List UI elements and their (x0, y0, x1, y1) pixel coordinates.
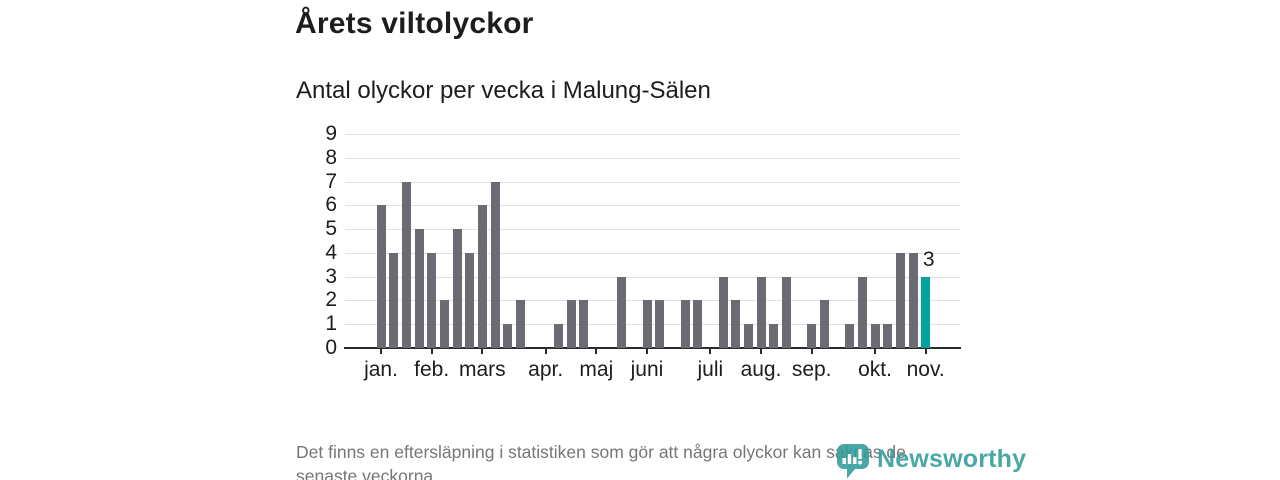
bar-week-4 (414, 229, 424, 348)
bar-week-29 (731, 300, 741, 348)
x-axis-tick-mars (481, 348, 484, 354)
newsworthy-logo-text: Newsworthy (877, 445, 1027, 473)
y-axis-tick-label-3: 3 (325, 264, 337, 288)
gridline-y-1 (345, 324, 960, 326)
x-axis-tick-nov (924, 348, 927, 354)
page-title: Årets viltolyckor (295, 7, 534, 40)
y-axis-tick-label-6: 6 (325, 193, 337, 217)
gridline-y-9 (345, 133, 960, 135)
bar-week-3 (401, 181, 411, 348)
gridline-y-2 (345, 300, 960, 302)
gridline-y-3 (345, 276, 960, 278)
x-axis-label-feb: feb. (414, 358, 450, 381)
footnote-line-2: senaste veckorna. (296, 466, 439, 480)
bar-week-41 (883, 324, 893, 348)
x-axis-tick-feb (430, 348, 433, 354)
bar-week-33 (781, 276, 791, 348)
x-axis-tick-aug (760, 348, 762, 354)
x-axis-line (344, 347, 961, 349)
bar-week-23 (655, 300, 665, 348)
newsworthy-logo[interactable]: Newsworthy (836, 443, 1026, 480)
bar-week-32 (769, 324, 779, 348)
y-axis-tick-label-7: 7 (325, 169, 337, 193)
x-axis-label-nov: nov. (906, 358, 945, 381)
y-axis-tick-label-2: 2 (325, 288, 337, 312)
x-axis-tick-okt (874, 348, 876, 354)
x-axis-label-aug: aug. (740, 358, 782, 381)
bar-week-43 (908, 252, 918, 348)
highlight-value-label: 3 (922, 247, 935, 271)
y-axis-tick-label-8: 8 (325, 145, 337, 169)
bar-week-42 (895, 252, 905, 348)
bar-week-39 (857, 276, 867, 348)
bar-week-12 (515, 300, 525, 348)
y-axis-tick-label-9: 9 (325, 121, 337, 145)
bar-week-28 (718, 276, 728, 348)
x-axis-label-jan: jan. (364, 358, 398, 381)
bar-week-2 (389, 252, 399, 348)
newsworthy-pin-barchart-icon (836, 443, 870, 480)
y-axis-tick-label-1: 1 (325, 312, 337, 336)
x-axis-tick-jan (380, 348, 382, 354)
x-axis-label-apr: apr. (528, 358, 564, 381)
x-axis-label-maj: maj (579, 358, 614, 381)
gridline-y-4 (345, 252, 960, 254)
x-axis-tick-maj (595, 348, 598, 354)
bar-week-20 (617, 276, 627, 348)
x-axis-tick-sep (810, 348, 813, 354)
footnote: Det finns en eftersläpning i statistiken… (296, 440, 906, 480)
bar-week-31 (756, 276, 766, 348)
bar-week-5 (427, 252, 437, 348)
bar-week-16 (566, 300, 576, 348)
bar-week-30 (743, 324, 753, 348)
bar-week-7 (452, 229, 462, 348)
y-axis-tick-label-0: 0 (325, 336, 337, 359)
y-axis-tick-label-5: 5 (325, 217, 337, 241)
bar-week-44-highlight (921, 276, 931, 348)
bar-week-15 (553, 324, 563, 348)
chart-subtitle: Antal olyckor per vecka i Malung-Sälen (296, 77, 711, 104)
bar-week-26 (693, 300, 703, 348)
bar-week-36 (819, 300, 829, 348)
gridline-y-7 (345, 181, 960, 183)
bar-week-17 (579, 300, 589, 348)
gridline-y-6 (345, 205, 960, 207)
x-axis-label-juli: juli (697, 358, 724, 381)
x-axis-tick-juli (709, 348, 712, 354)
bar-week-10 (490, 181, 500, 348)
y-axis-tick-label-4: 4 (325, 240, 337, 264)
x-axis-label-sep: sep. (791, 358, 832, 381)
bar-week-11 (503, 324, 513, 348)
x-axis-label-mars: mars (458, 358, 506, 381)
bar-week-1 (376, 205, 386, 348)
bar-week-35 (807, 324, 817, 348)
x-axis-tick-juni (646, 348, 648, 354)
x-axis-tick-apr (544, 348, 547, 354)
bar-week-9 (477, 205, 487, 348)
bar-week-25 (680, 300, 690, 348)
gridline-y-8 (345, 157, 960, 159)
bar-week-8 (465, 252, 475, 348)
bar-week-40 (870, 324, 880, 348)
bar-week-22 (642, 300, 652, 348)
x-axis-label-okt: okt. (858, 358, 892, 381)
bar-week-38 (845, 324, 855, 348)
footnote-line-1: Det finns en eftersläpning i statistiken… (296, 442, 906, 462)
gridline-y-5 (345, 229, 960, 231)
x-axis-label-juni: juni (630, 358, 664, 381)
bar-week-6 (439, 300, 449, 348)
